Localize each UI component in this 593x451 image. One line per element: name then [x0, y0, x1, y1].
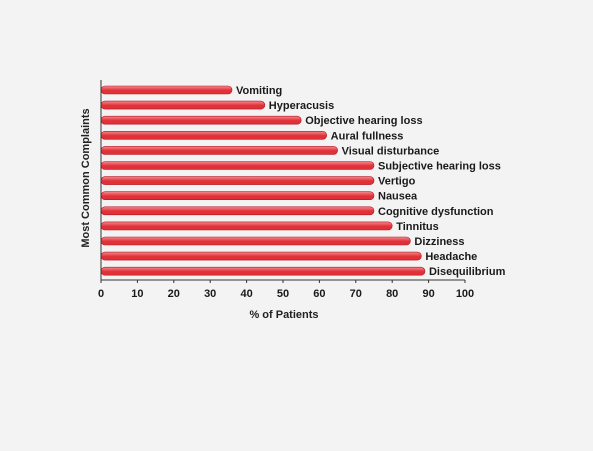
bar-vertigo [100, 176, 375, 185]
x-axis-title: % of Patients [249, 309, 318, 321]
bar-label-cognitive-dysfunction: Cognitive dysfunction [378, 206, 494, 218]
bar-label-vertigo: Vertigo [378, 176, 416, 188]
bar-label-disequilibrium: Disequilibrium [429, 266, 506, 278]
bar-subjective-hearing-loss [100, 161, 375, 170]
x-tick-label-0: 0 [98, 288, 104, 300]
bar-label-vomiting: Vomiting [236, 85, 282, 97]
bar-dizziness [100, 236, 411, 246]
bar-aural-fullness [100, 131, 327, 140]
x-tick-label-70: 70 [350, 288, 362, 300]
bar-label-headache: Headache [425, 251, 477, 263]
bar-label-dizziness: Dizziness [414, 236, 464, 248]
y-axis-title: Most Common Complaints [80, 108, 92, 247]
bar-label-nausea: Nausea [378, 191, 418, 203]
x-tick-label-20: 20 [168, 288, 180, 300]
bar-label-subjective-hearing-loss: Subjective hearing loss [378, 161, 501, 173]
bar-tinnitus [100, 221, 393, 231]
x-tick-label-100: 100 [456, 288, 474, 300]
x-tick-label-30: 30 [204, 288, 216, 300]
x-tick-label-90: 90 [422, 288, 434, 300]
x-tick-label-80: 80 [386, 288, 398, 300]
bar-disequilibrium [100, 266, 426, 276]
x-tick-label-50: 50 [277, 288, 289, 300]
bar-visual-disturbance [100, 146, 338, 155]
bar-vomiting [100, 85, 233, 95]
bar-label-visual-disturbance: Visual disturbance [342, 145, 440, 157]
bar-nausea [100, 191, 375, 200]
bar-objective-hearing-loss [100, 115, 302, 125]
bar-headache [100, 251, 422, 261]
bar-label-hyperacusis: Hyperacusis [269, 100, 334, 112]
bar-label-tinnitus: Tinnitus [396, 221, 439, 233]
bar-cognitive-dysfunction [100, 206, 375, 216]
x-tick-label-60: 60 [313, 288, 325, 300]
bar-label-aural-fullness: Aural fullness [331, 130, 404, 142]
bar-label-objective-hearing-loss: Objective hearing loss [305, 115, 422, 127]
bar-hyperacusis [100, 100, 266, 110]
x-ticks-layer: 0 10 20 30 40 50 60 70 80 90 100 [98, 280, 474, 300]
x-tick-label-40: 40 [240, 288, 252, 300]
bar-labels-layer: Vomiting Hyperacusis Objective hearing los… [236, 85, 506, 278]
x-tick-label-10: 10 [131, 288, 143, 300]
